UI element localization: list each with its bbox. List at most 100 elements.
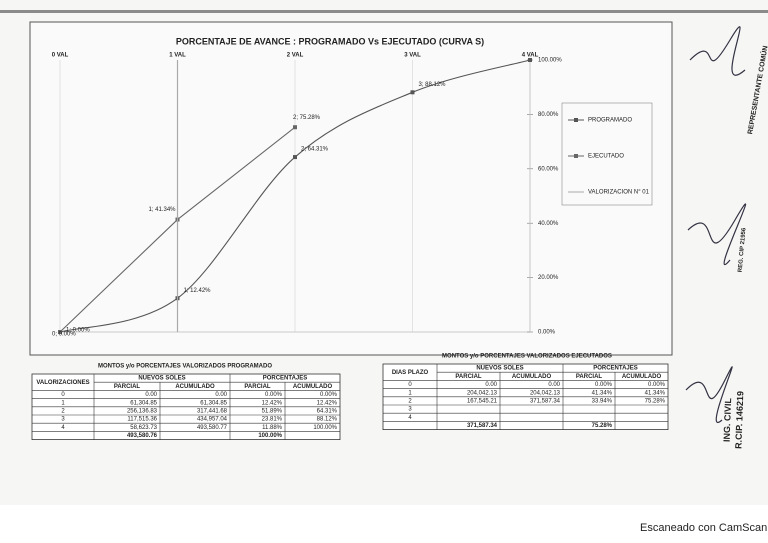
legend-box [561, 102, 653, 206]
table-cell: 167,545.21 [467, 398, 498, 404]
column-header: ACUMULADO [175, 384, 215, 390]
table-title: MONTOS y/o PORCENTAJES VALORIZADOS PROGR… [98, 364, 272, 370]
y-tick-label: 100.00% [538, 58, 562, 64]
table-cell: 204,042.13 [530, 390, 561, 396]
table-cell: 1 [408, 390, 412, 396]
legend-label: PROGRAMADO [588, 118, 632, 124]
chart-frame [29, 21, 673, 356]
column-header: ACUMULADO [512, 374, 552, 380]
data-label: 3; 88.12% [419, 82, 447, 88]
point [410, 90, 415, 95]
data-label: 1; 12.42% [184, 288, 212, 294]
stub-header: VALORIZACIONES [36, 380, 89, 386]
signature [687, 203, 747, 266]
data-label: 1; 0.00% [66, 328, 90, 334]
table-cell: 100.00% [258, 433, 282, 439]
table-cell: 61,304.85 [130, 400, 157, 406]
point [293, 125, 297, 130]
table-cell: 58,623.73 [130, 425, 157, 431]
data-label: 0; 0.00% [52, 332, 76, 338]
table-cell: 41.34% [645, 390, 666, 396]
table-cell: 61,304.85 [200, 400, 227, 406]
point [528, 58, 532, 62]
stamp-text: R.CIP. 146219 [733, 391, 745, 449]
legend-label: EJECUTADO [588, 154, 624, 160]
table-cell: 51.89% [262, 408, 283, 414]
table-cell: 493,580.76 [127, 433, 158, 439]
table-cell: 204,042.13 [467, 390, 498, 396]
table-cell: 2 [61, 408, 65, 414]
group-header: PORCENTAJES [593, 366, 638, 372]
group-header: NUEVOS SOLES [138, 376, 185, 382]
table-cell: 117,515.36 [127, 417, 157, 423]
table-cell: 23.81% [262, 417, 283, 423]
table-cell: 0 [61, 392, 65, 398]
legend-marker [574, 118, 578, 122]
table-cell: 64.31% [317, 408, 338, 414]
legend-label: VALORIZACION N° 01 [588, 190, 650, 196]
footer: Escaneado con CamScanner [640, 522, 768, 534]
table-cell: 0.00% [265, 392, 283, 398]
table-cell: 317,441.68 [197, 408, 228, 414]
column-header: ACUMULADO [622, 374, 662, 380]
stamp-text: ING. CIVIL [722, 397, 734, 442]
table-title: MONTOS y/o PORCENTAJES VALORIZADOS EJECU… [442, 354, 612, 360]
table-cell: 75.28% [645, 398, 666, 404]
table-cell: 256,136.83 [127, 408, 158, 414]
table-cell: 0.00 [485, 382, 497, 388]
x-tick-label: 1 VAL [169, 53, 186, 59]
data-label: 1; 41.34% [148, 207, 176, 213]
table-cell: 0.00 [215, 392, 227, 398]
group-header: PORCENTAJES [263, 376, 308, 382]
paper-edge [0, 10, 768, 13]
table-cell: 41.34% [592, 390, 613, 396]
signature [685, 366, 733, 423]
column-header: ACUMULADO [293, 384, 333, 390]
table-cell: 88.12% [317, 417, 338, 423]
legend-marker [574, 154, 578, 158]
column-header: PARCIAL [455, 374, 482, 380]
table-cell: 0 [408, 382, 412, 388]
x-tick-label: 4 VAL [522, 53, 539, 59]
column-header: PARCIAL [576, 374, 603, 380]
table-cell: 2 [408, 398, 412, 404]
table-cell: 33.94% [592, 398, 613, 404]
column-header: PARCIAL [114, 384, 141, 390]
table-cell: 12.42% [262, 400, 283, 406]
column-header: PARCIAL [244, 384, 271, 390]
stamp-text: REG. CIP 21956 [738, 227, 748, 273]
table-cell: 4 [408, 415, 412, 421]
y-tick-label: 0.00% [538, 330, 556, 336]
table-cell: 434,957.04 [197, 417, 228, 423]
table-cell: 4 [61, 425, 65, 431]
table-cell: 100.00% [313, 425, 337, 431]
table-cell: 0.00 [145, 392, 157, 398]
table-cell: 1 [61, 400, 65, 406]
table-cell: 371,587.34 [530, 398, 561, 404]
stub-header: DIAS PLAZO [392, 370, 429, 376]
table-cell: 3 [408, 407, 412, 413]
y-tick-label: 20.00% [538, 275, 559, 281]
table-cell: 11.88% [262, 425, 283, 431]
chart-title: PORCENTAJE DE AVANCE : PROGRAMADO Vs EJE… [176, 36, 484, 46]
table-cell: 0.00 [548, 382, 560, 388]
y-tick-label: 60.00% [538, 166, 559, 172]
y-tick-label: 80.00% [538, 112, 559, 118]
x-tick-label: 0 VAL [52, 53, 69, 59]
y-tick-label: 40.00% [538, 221, 559, 227]
data-label: 2; 75.28% [293, 115, 321, 121]
table-cell: 0.00% [648, 382, 666, 388]
table-cell: 493,580.77 [197, 425, 228, 431]
table-cell: 371,587.34 [467, 423, 498, 429]
signature [689, 26, 746, 76]
table-cell: 0.00% [320, 392, 338, 398]
x-tick-label: 2 VAL [287, 53, 304, 59]
table-cell: 3 [61, 417, 65, 423]
x-tick-label: 3 VAL [404, 53, 421, 59]
table-cell: 12.42% [317, 400, 338, 406]
table-cell: 75.28% [592, 423, 613, 429]
data-label: 2; 64.31% [301, 147, 329, 153]
table-cell: 0.00% [595, 382, 613, 388]
point [293, 155, 297, 160]
